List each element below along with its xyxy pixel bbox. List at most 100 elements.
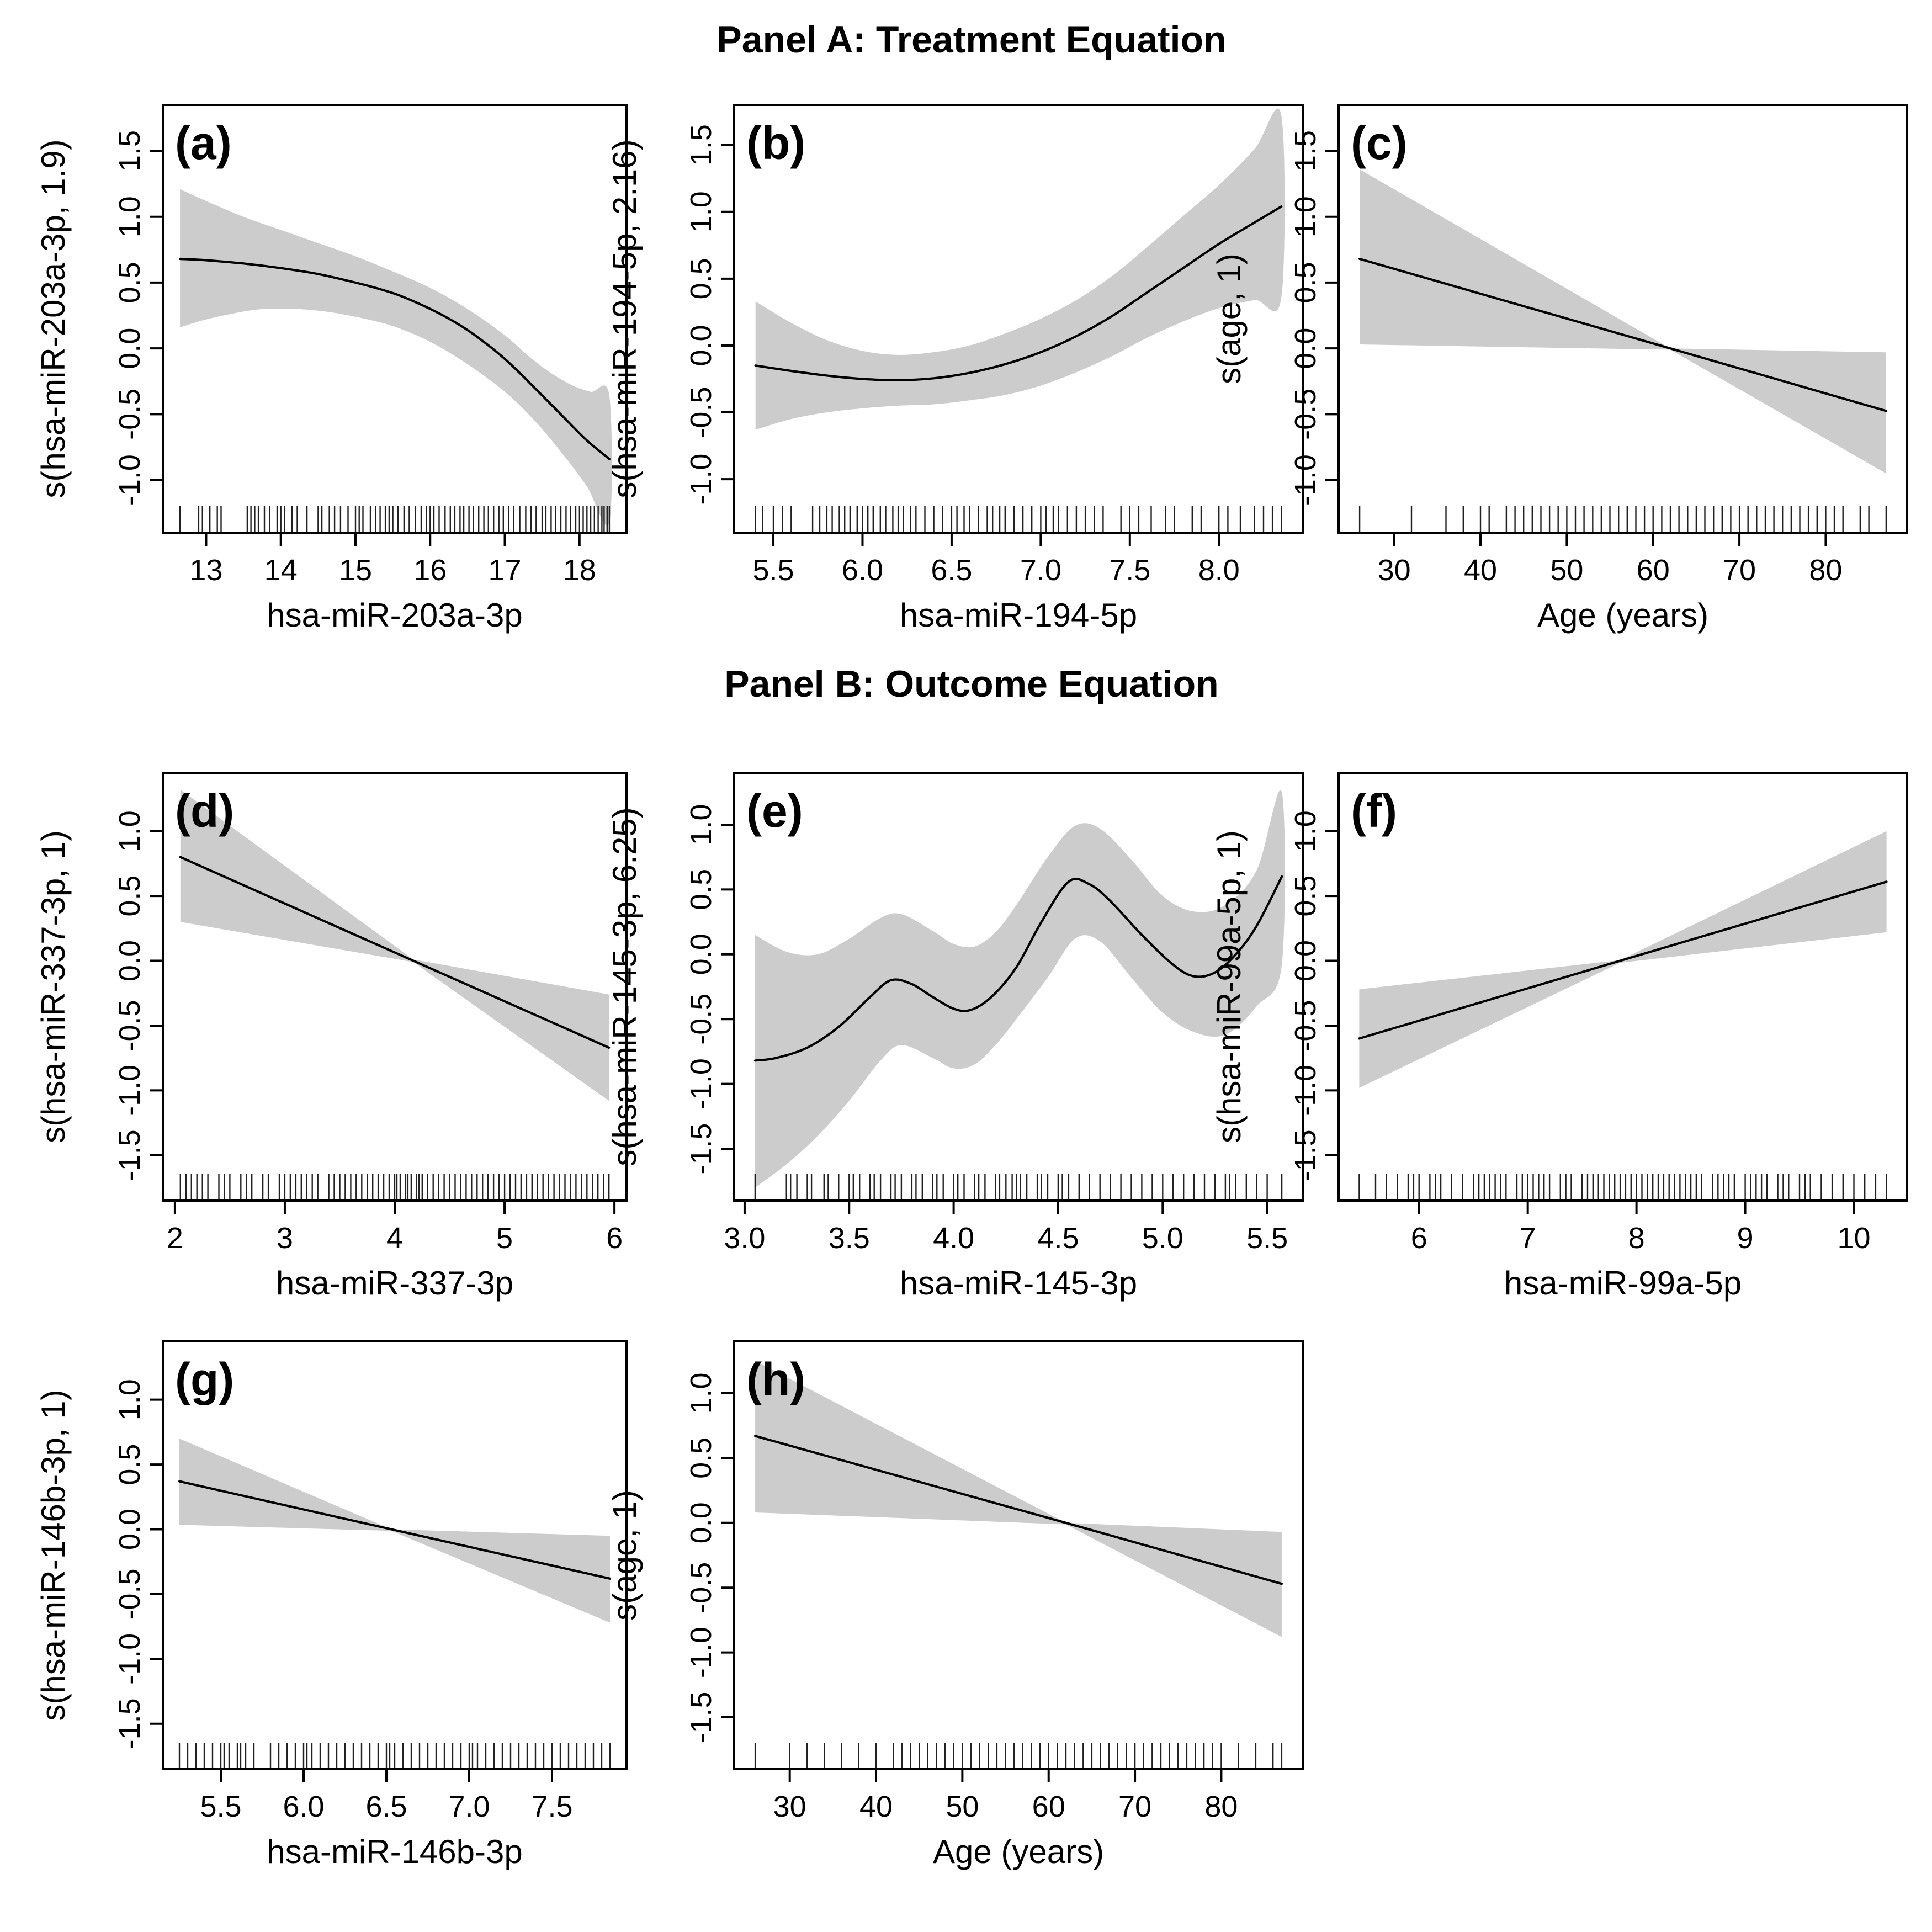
y-axis: -1.5 -1.0 -0.5 0.0 0.5 1.0 bbox=[1289, 810, 1339, 1181]
y-tick-label: -1.0 bbox=[113, 1065, 146, 1116]
rug-marks bbox=[179, 506, 611, 532]
x-tick-label: 7.0 bbox=[1020, 554, 1061, 587]
x-tick-label: 6 bbox=[606, 1222, 623, 1255]
panel-letter: (f) bbox=[1351, 785, 1397, 837]
x-tick-label: 3.0 bbox=[724, 1222, 765, 1255]
y-tick-label: 0.5 bbox=[684, 258, 718, 299]
rug-marks bbox=[179, 1174, 610, 1200]
y-axis-title: s(hsa-miR-337-3p, 1) bbox=[35, 830, 72, 1143]
y-tick-label: -1.0 bbox=[684, 454, 718, 505]
y-tick-label: 0.0 bbox=[684, 933, 718, 975]
y-tick-label: 0.5 bbox=[113, 875, 146, 917]
x-axis: 3.0 3.5 4.0 4.5 5.0 5.5 bbox=[724, 1201, 1288, 1255]
x-axis-title: Age (years) bbox=[1537, 597, 1708, 634]
x-axis-title: hsa-miR-146b-3p bbox=[267, 1833, 523, 1870]
smooth-curve bbox=[754, 205, 1283, 382]
confidence-band bbox=[180, 789, 609, 1101]
x-tick-label: 7 bbox=[1520, 1222, 1536, 1255]
y-axis-title: s(hsa-miR-146b-3p, 1) bbox=[35, 1389, 72, 1721]
x-axis: 2 3 4 5 6 bbox=[167, 1201, 623, 1255]
panel-b-section-title: Panel B: Outcome Equation bbox=[724, 663, 1218, 705]
x-tick-label: 6.0 bbox=[283, 1790, 324, 1823]
y-tick-label: -1.0 bbox=[1289, 454, 1322, 506]
panel-e: 3.0 3.5 4.0 4.5 5.0 5.5 -1.5 -1.0 -0.5 0.0 0.5 1.0 h… bbox=[606, 772, 1304, 1302]
x-tick-label: 7.5 bbox=[531, 1790, 572, 1823]
panel-letter: (d) bbox=[175, 785, 234, 837]
x-axis-title: hsa-miR-194-5p bbox=[900, 597, 1137, 634]
x-tick-label: 70 bbox=[1723, 554, 1756, 587]
panel-letter: (g) bbox=[175, 1354, 234, 1405]
x-tick-label: 17 bbox=[488, 554, 521, 587]
y-axis: -1.0 -0.5 0.0 0.5 1.0 1.5 bbox=[113, 130, 163, 506]
x-axis: 30 40 50 60 70 80 bbox=[773, 1769, 1238, 1823]
x-tick-label: 30 bbox=[773, 1790, 806, 1823]
smooth-curve bbox=[179, 257, 611, 460]
confidence-band bbox=[755, 1361, 1282, 1637]
y-tick-label: 1.5 bbox=[113, 130, 146, 172]
x-tick-label: 4.0 bbox=[933, 1222, 974, 1255]
panels-container: 13 14 15 16 17 18 -1.0 -0.5 0.0 0.5 1.0 1.5 hsa-miR-… bbox=[35, 104, 1908, 1870]
x-tick-label: 50 bbox=[1550, 554, 1583, 587]
y-tick-label: 1.0 bbox=[684, 191, 718, 232]
x-axis-title: hsa-miR-99a-5p bbox=[1504, 1265, 1742, 1302]
x-axis-title: hsa-miR-203a-3p bbox=[267, 597, 523, 634]
x-axis: 30 40 50 60 70 80 bbox=[1378, 533, 1842, 587]
x-tick-label: 5 bbox=[496, 1222, 513, 1255]
x-tick-label: 9 bbox=[1737, 1222, 1754, 1255]
panel-b: 5.5 6.0 6.5 7.0 7.5 8.0 -1.0 -0.5 0.0 0.5 1.0 1.5 hs… bbox=[606, 104, 1304, 634]
rug-marks bbox=[754, 1174, 1283, 1200]
y-tick-label: -1.0 bbox=[684, 1058, 718, 1110]
x-axis-title: Age (years) bbox=[933, 1833, 1104, 1870]
x-axis: 13 14 15 16 17 18 bbox=[189, 533, 596, 587]
x-axis: 6 7 8 9 10 bbox=[1411, 1201, 1871, 1255]
y-tick-label: 1.0 bbox=[1289, 196, 1322, 237]
y-tick-label: 1.0 bbox=[1289, 810, 1322, 852]
x-tick-label: 14 bbox=[264, 554, 298, 587]
rug-marks bbox=[1358, 1174, 1887, 1200]
y-tick-label: 1.0 bbox=[113, 196, 146, 237]
plot-box bbox=[733, 104, 1304, 534]
smooth-curve bbox=[1358, 880, 1888, 1040]
y-tick-label: 0.0 bbox=[684, 325, 718, 366]
x-axis: 5.5 6.0 6.5 7.0 7.5 8.0 bbox=[752, 533, 1240, 587]
y-axis-title: s(age, 1) bbox=[1211, 253, 1248, 384]
panel-a: 13 14 15 16 17 18 -1.0 -0.5 0.0 0.5 1.0 1.5 hsa-miR-… bbox=[35, 104, 628, 634]
y-tick-label: 0.0 bbox=[113, 940, 146, 981]
y-tick-label: -1.0 bbox=[113, 1633, 146, 1685]
y-axis-title: s(hsa-miR-99a-5p, 1) bbox=[1211, 830, 1248, 1143]
plot-box bbox=[1337, 104, 1908, 534]
rug-marks bbox=[178, 1743, 611, 1769]
panel-d: 2 3 4 5 6 -1.5 -1.0 -0.5 0.0 0.5 1.0 hsa-miR-337-3p… bbox=[35, 772, 628, 1302]
x-tick-label: 10 bbox=[1837, 1222, 1870, 1255]
y-tick-label: -1.0 bbox=[684, 1627, 718, 1678]
y-tick-label: -1.0 bbox=[113, 454, 146, 506]
y-tick-label: 0.5 bbox=[684, 1437, 718, 1479]
plot-box bbox=[162, 104, 628, 534]
x-tick-label: 40 bbox=[859, 1790, 893, 1823]
x-tick-label: 2 bbox=[167, 1222, 183, 1255]
panel-a-section-title: Panel A: Treatment Equation bbox=[716, 19, 1226, 61]
panel-f: 6 7 8 9 10 -1.5 -1.0 -0.5 0.0 0.5 1.0 hsa-miR-99a-5… bbox=[1211, 772, 1908, 1302]
y-axis: -1.0 -0.5 0.0 0.5 1.0 1.5 bbox=[1289, 130, 1339, 506]
x-tick-label: 6.5 bbox=[931, 554, 972, 587]
y-tick-label: 0.0 bbox=[113, 328, 146, 369]
y-tick-label: -1.5 bbox=[684, 1123, 718, 1175]
x-tick-label: 6 bbox=[1411, 1222, 1427, 1255]
y-tick-label: -0.5 bbox=[684, 387, 718, 438]
x-tick-label: 7.0 bbox=[448, 1790, 490, 1823]
x-tick-label: 13 bbox=[189, 554, 222, 587]
rug-marks bbox=[1358, 506, 1887, 532]
x-tick-label: 6.5 bbox=[365, 1790, 407, 1823]
x-tick-label: 5.5 bbox=[752, 554, 794, 587]
rug-marks bbox=[755, 506, 1282, 532]
x-tick-label: 7.5 bbox=[1109, 554, 1150, 587]
y-tick-label: -1.5 bbox=[113, 1129, 146, 1181]
y-tick-label: 1.5 bbox=[1289, 130, 1322, 172]
y-tick-label: 0.5 bbox=[1289, 875, 1322, 917]
x-tick-label: 4.5 bbox=[1037, 1222, 1079, 1255]
y-tick-label: 1.5 bbox=[684, 124, 718, 166]
y-tick-label: 0.5 bbox=[1289, 262, 1322, 303]
plot-box bbox=[733, 1340, 1304, 1770]
smooth-curve bbox=[178, 1480, 612, 1580]
panel-g: 5.5 6.0 6.5 7.0 7.5 -1.5 -1.0 -0.5 0.0 0.5 1.0 hsa-… bbox=[35, 1340, 628, 1870]
